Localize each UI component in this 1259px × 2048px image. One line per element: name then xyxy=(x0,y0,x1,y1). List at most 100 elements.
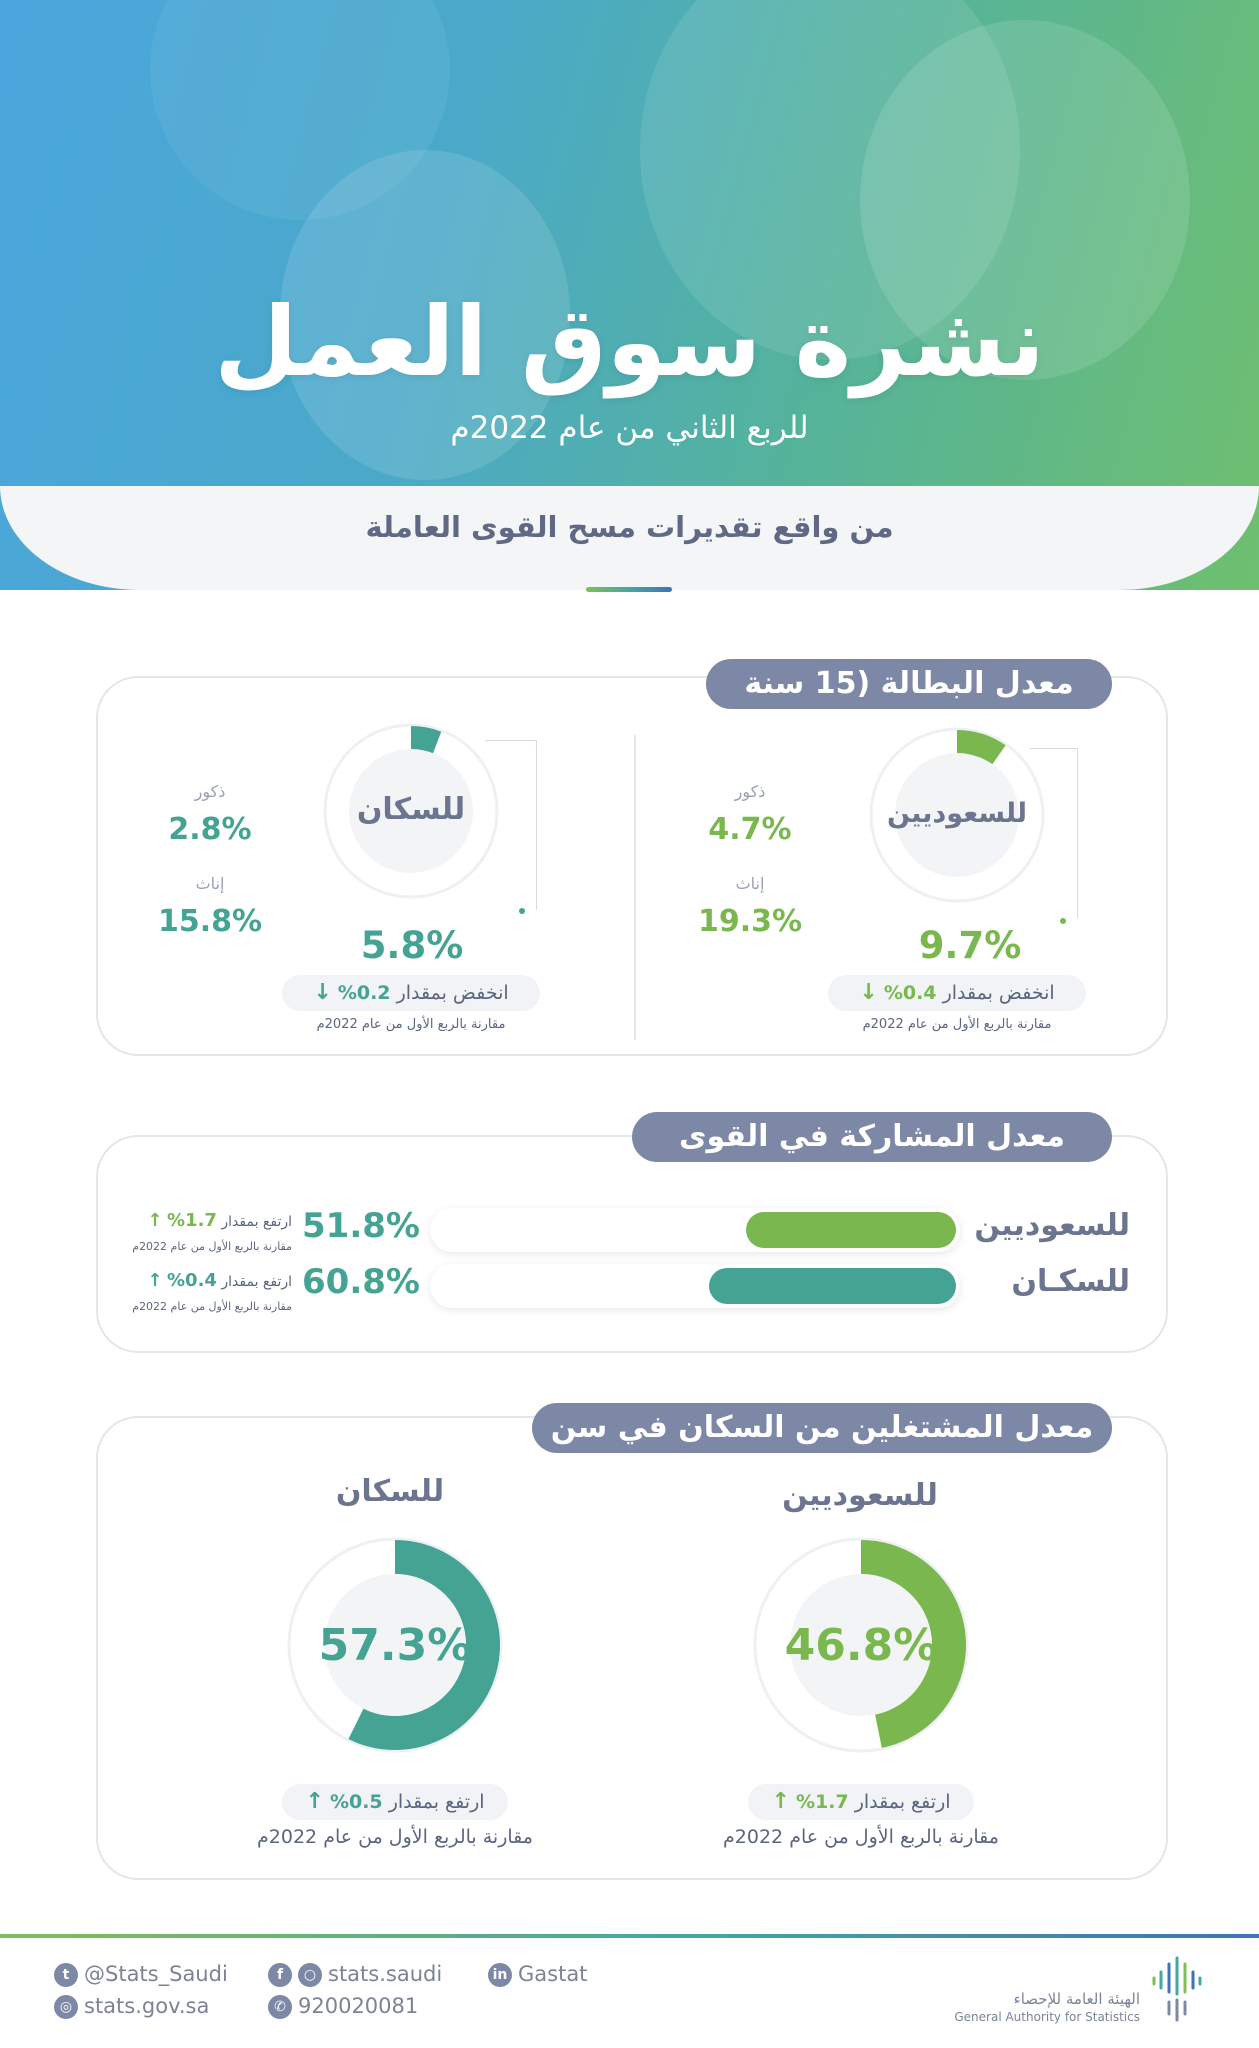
page-title: نشرة سوق العمل xyxy=(214,286,1045,398)
participation-value: 51.8% xyxy=(302,1206,420,1246)
hero-decor xyxy=(860,20,1190,380)
phone-number: 920020081 xyxy=(298,1994,419,2018)
population-employment-rate: 57.3% xyxy=(318,1620,472,1671)
change-value: 0.4% xyxy=(167,1270,217,1291)
social-link[interactable]: f ○ stats.saudi xyxy=(268,1962,442,1987)
change-text: انخفض بمقدار xyxy=(396,982,509,1004)
change-value: 0.4% xyxy=(883,982,937,1004)
facebook-icon: f xyxy=(268,1963,292,1987)
donut-arc xyxy=(872,730,1042,900)
footer-divider xyxy=(0,1934,1259,1938)
arrow-up-icon: ↑ xyxy=(147,1270,163,1291)
gastat-logo xyxy=(1150,1954,1204,2024)
linkedin-link[interactable]: in Gastat xyxy=(488,1962,587,1987)
participation-bar-saudis xyxy=(745,1212,956,1248)
twitter-icon: t xyxy=(54,1963,78,1987)
donut-arc xyxy=(756,1540,966,1750)
hero-decor xyxy=(280,150,570,480)
participation-change: ارتفع بمقدار 1.7% ↑ xyxy=(116,1210,292,1231)
leader-dot xyxy=(519,908,525,914)
saudis-employment-donut: 46.8% xyxy=(746,1530,976,1760)
leader-dot xyxy=(1060,918,1066,924)
website-link[interactable]: ◎ stats.gov.sa xyxy=(54,1994,209,2019)
participation-bar-population xyxy=(709,1268,956,1304)
saudis-females-label: إناث xyxy=(735,874,765,893)
social-handle: stats.saudi xyxy=(328,1962,443,1986)
population-employment-compare: مقارنة بالربع الأول من عام 2022م xyxy=(257,1826,533,1848)
donut-center xyxy=(349,749,473,873)
donut-arc xyxy=(290,1540,500,1750)
column-divider xyxy=(634,735,636,1040)
linkedin-handle: Gastat xyxy=(518,1962,588,1986)
change-text: ارتفع بمقدار xyxy=(221,1274,292,1290)
saudis-employment-rate: 46.8% xyxy=(784,1620,938,1671)
arrow-up-icon: ↑ xyxy=(305,1789,324,1814)
source-note: من واقع تقديرات مسح القوى العاملة xyxy=(365,510,894,544)
change-value: 1.7% xyxy=(167,1210,217,1231)
globe-icon: ◎ xyxy=(54,1995,78,2019)
participation-row-label: للسكـان xyxy=(1011,1264,1130,1299)
saudis-males-rate: 4.7% xyxy=(708,812,792,847)
population-females-rate: 15.8% xyxy=(157,904,263,939)
phone-icon: ✆ xyxy=(268,1995,292,2019)
participation-row-label: للسعوديين xyxy=(974,1208,1130,1243)
hero-decor xyxy=(640,0,1020,360)
arrow-down-icon: ↓ xyxy=(859,980,878,1005)
saudis-label: للسعوديين xyxy=(886,798,1028,829)
change-value: 1.7% xyxy=(795,1791,849,1813)
population-employment-donut: 57.3% xyxy=(280,1530,510,1760)
donut-arc xyxy=(326,726,496,896)
population-males-rate: 2.8% xyxy=(168,812,252,847)
saudis-unemployment-rate: 9.7% xyxy=(918,924,1022,967)
participation-heading: معدل المشاركة في القوى العاملة xyxy=(632,1112,1112,1204)
org-name-ar: الهيئة العامة للإحصاء xyxy=(1013,1990,1140,2008)
twitter-handle: @Stats_Saudi xyxy=(84,1962,228,1986)
page-subtitle: للربع الثاني من عام 2022م xyxy=(450,410,809,446)
change-text: ارتفع بمقدار xyxy=(854,1791,951,1813)
instagram-icon: ○ xyxy=(298,1963,322,1987)
saudis-males-label: ذكور xyxy=(734,782,766,801)
arrow-up-icon: ↑ xyxy=(147,1210,163,1231)
saudis-employment-compare: مقارنة بالربع الأول من عام 2022م xyxy=(723,1826,999,1848)
employment-saudis-label: للسعوديين xyxy=(782,1478,938,1513)
donut-center xyxy=(790,1574,932,1716)
population-females-label: إناث xyxy=(195,874,225,893)
hero-band xyxy=(0,486,1259,590)
arrow-down-icon: ↓ xyxy=(313,980,332,1005)
change-text: انخفض بمقدار xyxy=(942,982,1055,1004)
saudis-females-rate: 19.3% xyxy=(697,904,803,939)
employment-population-label: للسكان xyxy=(335,1474,445,1509)
participation-compare: مقارنة بالربع الأول من عام 2022م xyxy=(132,1240,292,1253)
participation-change: ارتفع بمقدار 0.4% ↑ xyxy=(116,1270,292,1291)
population-unemployment-rate: 5.8% xyxy=(360,924,464,967)
saudis-unemployment-compare: مقارنة بالربع الأول من عام 2022م xyxy=(862,1017,1052,1032)
employment-card xyxy=(96,1416,1168,1880)
linkedin-icon: in xyxy=(488,1963,512,1987)
donut-center xyxy=(324,1574,466,1716)
phone-link[interactable]: ✆ 920020081 xyxy=(268,1994,418,2019)
leader-line xyxy=(1030,748,1078,918)
org-name-en: General Authority for Statistics xyxy=(954,2010,1140,2024)
change-text: ارتفع بمقدار xyxy=(221,1214,292,1230)
saudis-employment-change: ارتفع بمقدار 1.7% ↑ xyxy=(748,1784,974,1820)
website-url: stats.gov.sa xyxy=(84,1994,210,2018)
employment-heading: معدل المشتغلين من السكان في سن العمل xyxy=(532,1403,1112,1495)
change-value: 0.5% xyxy=(329,1791,383,1813)
population-males-label: ذكور xyxy=(194,782,226,801)
arrow-up-icon: ↑ xyxy=(771,1789,790,1814)
unemployment-heading: معدل البطالة (15 سنة فأكثر) xyxy=(706,659,1112,751)
change-value: 0.2% xyxy=(337,982,391,1004)
saudis-unemployment-change: انخفض بمقدار 0.4% ↓ xyxy=(828,975,1086,1011)
leader-line xyxy=(485,740,537,910)
population-employment-change: ارتفع بمقدار 0.5% ↑ xyxy=(282,1784,508,1820)
hero-banner xyxy=(0,0,1259,590)
participation-value: 60.8% xyxy=(302,1262,420,1302)
population-unemployment-compare: مقارنة بالربع الأول من عام 2022م xyxy=(316,1017,506,1032)
twitter-link[interactable]: t @Stats_Saudi xyxy=(54,1962,228,1987)
donut-center xyxy=(895,753,1019,877)
change-text: ارتفع بمقدار xyxy=(388,1791,485,1813)
population-unemployment-change: انخفض بمقدار 0.2% ↓ xyxy=(282,975,540,1011)
saudis-unemployment-donut: للسعوديين xyxy=(862,720,1052,910)
population-label: للسكان xyxy=(356,792,466,827)
population-unemployment-donut: للسكان xyxy=(316,716,506,906)
